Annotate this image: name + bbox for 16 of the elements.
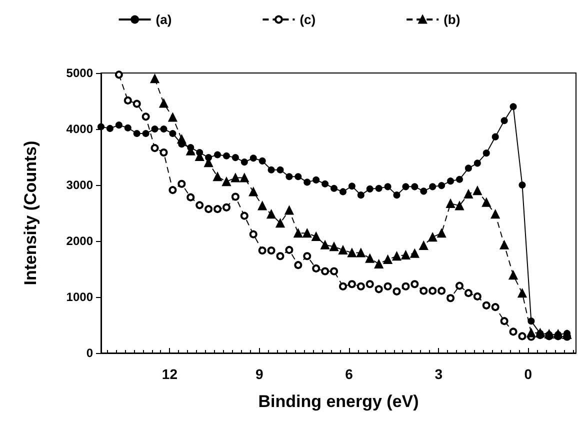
y-axis-title: Intensity (Counts) xyxy=(21,140,40,286)
x-tick-label: 6 xyxy=(345,366,354,382)
legend-label: (a) xyxy=(156,12,172,27)
legend-label: (b) xyxy=(444,12,460,27)
x-tick-label: 3 xyxy=(434,366,443,382)
y-tick-label: 0 xyxy=(86,346,94,360)
y-tick-label: 5000 xyxy=(66,66,94,80)
y-tick-label: 2000 xyxy=(66,234,94,248)
x-tick-label: 0 xyxy=(524,366,532,382)
x-tick-label: 9 xyxy=(255,366,264,382)
y-tick-label: 4000 xyxy=(66,122,94,136)
x-tick-label: 12 xyxy=(162,366,178,382)
y-tick-label: 1000 xyxy=(66,290,94,304)
legend-label: (c) xyxy=(300,12,316,27)
y-tick-label: 3000 xyxy=(66,178,94,192)
x-axis-title: Binding energy (eV) xyxy=(258,392,419,411)
